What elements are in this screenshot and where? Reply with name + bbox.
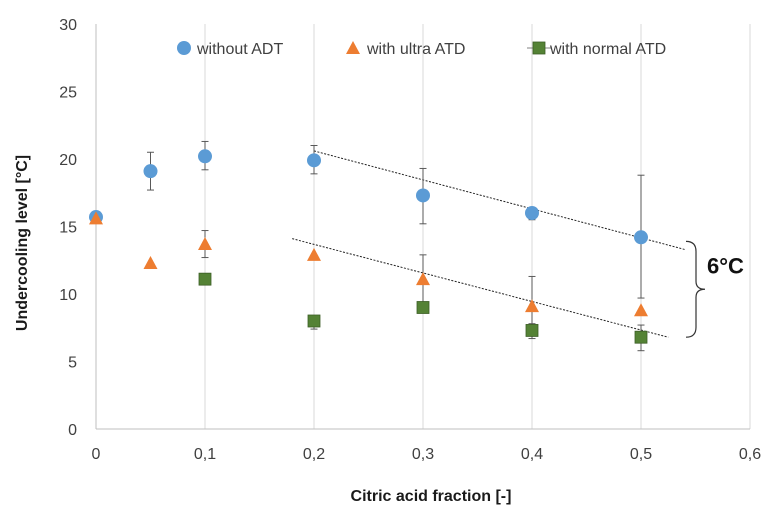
point-with-ultra-atd (307, 247, 321, 261)
point-with-ultra-atd (198, 237, 212, 251)
point-with-normal-atd (307, 314, 321, 328)
legend-marker-with-normal-atd (532, 41, 546, 55)
x-tick-label: 0,6 (739, 446, 761, 463)
point-without-adt (198, 149, 212, 164)
data-points (89, 149, 648, 344)
x-axis-title: Citric acid fraction [-] (351, 488, 512, 505)
point-with-normal-atd (525, 324, 539, 337)
point-with-normal-atd (416, 301, 430, 314)
legend-label-with-normal-atd: with normal ATD (549, 41, 666, 58)
y-axis-title: Undercooling level [°C] (14, 155, 31, 331)
bracket-brace (685, 240, 706, 338)
x-tick-label: 0,2 (303, 446, 325, 463)
y-tick-label: 30 (59, 17, 77, 34)
point-without-adt (525, 206, 539, 220)
y-tick-label: 5 (68, 355, 77, 372)
trend-line (292, 238, 669, 338)
x-tick-label: 0,5 (630, 446, 652, 463)
point-without-adt (143, 164, 158, 179)
point-with-ultra-atd (89, 211, 103, 225)
x-tick-labels: 0 0,1 0,2 0,3 0,4 0,5 0,6 (92, 446, 762, 463)
x-tick-label: 0,3 (412, 446, 434, 463)
point-with-normal-atd (198, 272, 212, 286)
point-with-ultra-atd (525, 299, 539, 313)
annotation: 6°C (685, 240, 744, 338)
trend-lines (292, 150, 685, 338)
x-tick-label: 0,4 (521, 446, 543, 463)
y-tick-label: 10 (59, 287, 77, 304)
legend-label-without-adt: without ADT (196, 41, 283, 58)
y-tick-label: 15 (59, 220, 77, 237)
point-without-adt (634, 230, 648, 245)
point-with-ultra-atd (416, 272, 430, 286)
annotation-label: 6°C (707, 253, 744, 278)
x-tick-label: 0 (92, 446, 101, 463)
y-tick-labels: 0 5 10 15 20 25 30 (59, 17, 77, 439)
gridlines (204, 24, 751, 429)
x-tick-label: 0,1 (194, 446, 216, 463)
point-without-adt (307, 153, 321, 168)
point-with-ultra-atd (143, 255, 158, 269)
legend: without ADT with ultra ATD with normal A… (177, 41, 666, 58)
point-with-ultra-atd (634, 303, 648, 317)
point-with-normal-atd (634, 330, 648, 344)
legend-marker-with-ultra-atd (346, 41, 360, 54)
axes (95, 24, 750, 430)
y-tick-label: 25 (59, 85, 77, 102)
trend-line (313, 150, 685, 250)
y-tick-label: 0 (68, 422, 77, 439)
legend-label-with-ultra-atd: with ultra ATD (366, 41, 465, 58)
y-tick-label: 20 (59, 152, 77, 169)
legend-marker-without-adt (177, 41, 191, 55)
point-without-adt (416, 188, 430, 203)
